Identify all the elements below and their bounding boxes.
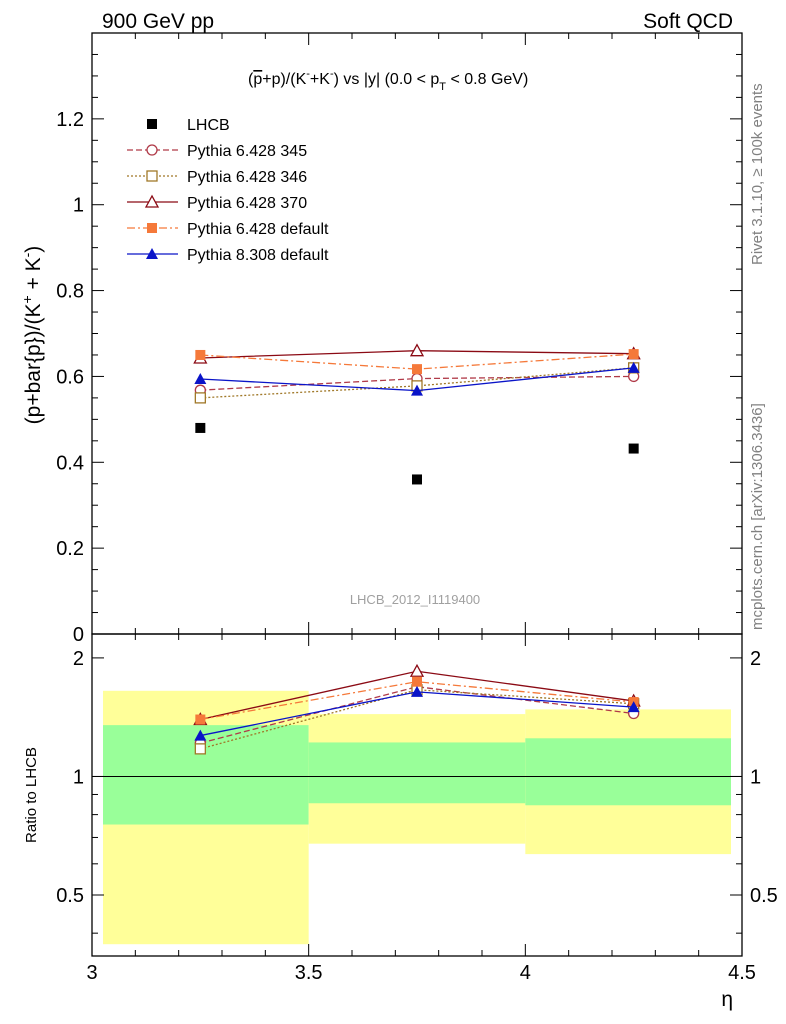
legend-entry-pythia-6-428-370-label: Pythia 6.428 370: [187, 195, 307, 212]
ratio-point-pythia-6-428-370: [409, 663, 425, 677]
legend-entry-pythia-6-428-default-marker: [147, 223, 157, 233]
legend-entry-pythia-6-428-346-marker: [146, 170, 158, 182]
legend-entry-pythia-6-428-345-marker: [146, 144, 158, 156]
main-y-tick-label: 0.2: [56, 538, 84, 560]
ratio-point-pythia-6-428-default: [195, 714, 206, 725]
main-y-axis-label: (p+bar{p})/(K+ + K-): [19, 246, 45, 425]
ratio-y-tick-label-right: 1: [750, 766, 761, 788]
main-y-tick-label: 0: [73, 624, 84, 646]
ratio-point-pythia-6-428-346: [194, 743, 206, 755]
legend-entry-pythia-8-308-default-label: Pythia 8.308 default: [187, 247, 329, 264]
main-y-tick-label: 0.4: [56, 452, 84, 474]
analysis-watermark: LHCB_2012_I1119400: [350, 592, 480, 607]
legend-entry-pythia-8-308-default-marker: [146, 248, 158, 259]
data-point-pythia-8-308-default: [411, 384, 423, 396]
ratio-series-line-pythia-6-428-345: [200, 686, 634, 744]
main-title: (p+p)/(K-+K-) vs |y| (0.0 < pT < 0.8 GeV…: [248, 68, 528, 93]
x-tick-label: 4.5: [728, 962, 756, 984]
uncertainty-band-green: [308, 742, 526, 804]
data-point-pythia-6-428-default: [412, 364, 422, 375]
side-label-rivet: Rivet 3.1.10, ≥ 100k events: [749, 83, 766, 265]
header-left: 900 GeV pp: [102, 10, 214, 33]
main-panel: 0 0.2 0.4 0.6 0.8 1 1.2: [56, 32, 743, 646]
uncertainty-band-green: [525, 738, 731, 806]
main-y-tick-label: 1: [73, 195, 84, 217]
ratio-y-tick-label-right: 2: [750, 648, 761, 670]
header-right: Soft QCD: [643, 10, 733, 33]
data-point-lhcb: [412, 474, 422, 485]
x-tick-label: 4: [520, 962, 531, 984]
data-point-pythia-6-428-346: [194, 392, 206, 404]
x-tick-label: 3: [86, 962, 97, 984]
ratio-y-tick-label-right: 0.5: [750, 885, 778, 907]
ratio-point-pythia-8-308-default: [627, 701, 640, 713]
legend-entry-pythia-6-428-370-marker: [144, 194, 160, 208]
data-point-pythia-6-428-370: [409, 343, 425, 357]
main-y-tick-label: 1.2: [56, 109, 84, 131]
data-point-lhcb: [195, 422, 206, 433]
ratio-frame: [91, 633, 743, 957]
legend: LHCB Pythia 6.428 345 Pythia 6.428 346 Pyth…: [127, 117, 329, 264]
legend-entry-pythia-6-428-345-label: Pythia 6.428 345: [187, 143, 307, 160]
main-y-tick-label: 0.6: [56, 366, 84, 388]
legend-entry-lhcb-label: LHCB: [187, 117, 230, 134]
legend-entry-lhcb-marker: [147, 119, 157, 129]
ratio-point-pythia-8-308-default: [411, 685, 423, 697]
data-point-pythia-8-308-default: [627, 361, 640, 373]
legend-entry-pythia-6-428-default-label: Pythia 6.428 default: [187, 221, 329, 238]
data-point-pythia-6-428-default: [628, 349, 639, 360]
ratio-y-tick-label: 1: [73, 766, 84, 788]
ratio-y-axis-label: Ratio to LHCB: [23, 747, 40, 843]
ratio-panel: 0.5 0.5 1 1 2 2 3 3.5 4 4.5: [56, 633, 778, 984]
ratio-point-pythia-8-308-default: [194, 729, 207, 741]
data-point-pythia-8-308-default: [194, 373, 207, 385]
legend-entry-pythia-6-428-346-label: Pythia 6.428 346: [187, 169, 307, 186]
main-y-tick-label: 0.8: [56, 281, 84, 303]
x-axis-label: η: [721, 988, 733, 1011]
data-point-pythia-6-428-default: [195, 349, 206, 360]
ratio-point-pythia-6-428-default: [412, 676, 422, 687]
data-point-lhcb: [628, 443, 639, 454]
ratio-y-tick-label: 2: [73, 648, 84, 670]
x-tick-label: 3.5: [295, 962, 323, 984]
ratio-y-tick-label: 0.5: [56, 885, 84, 907]
side-label-mcplots: mcplots.cern.ch [arXiv:1306.3436]: [749, 403, 766, 630]
